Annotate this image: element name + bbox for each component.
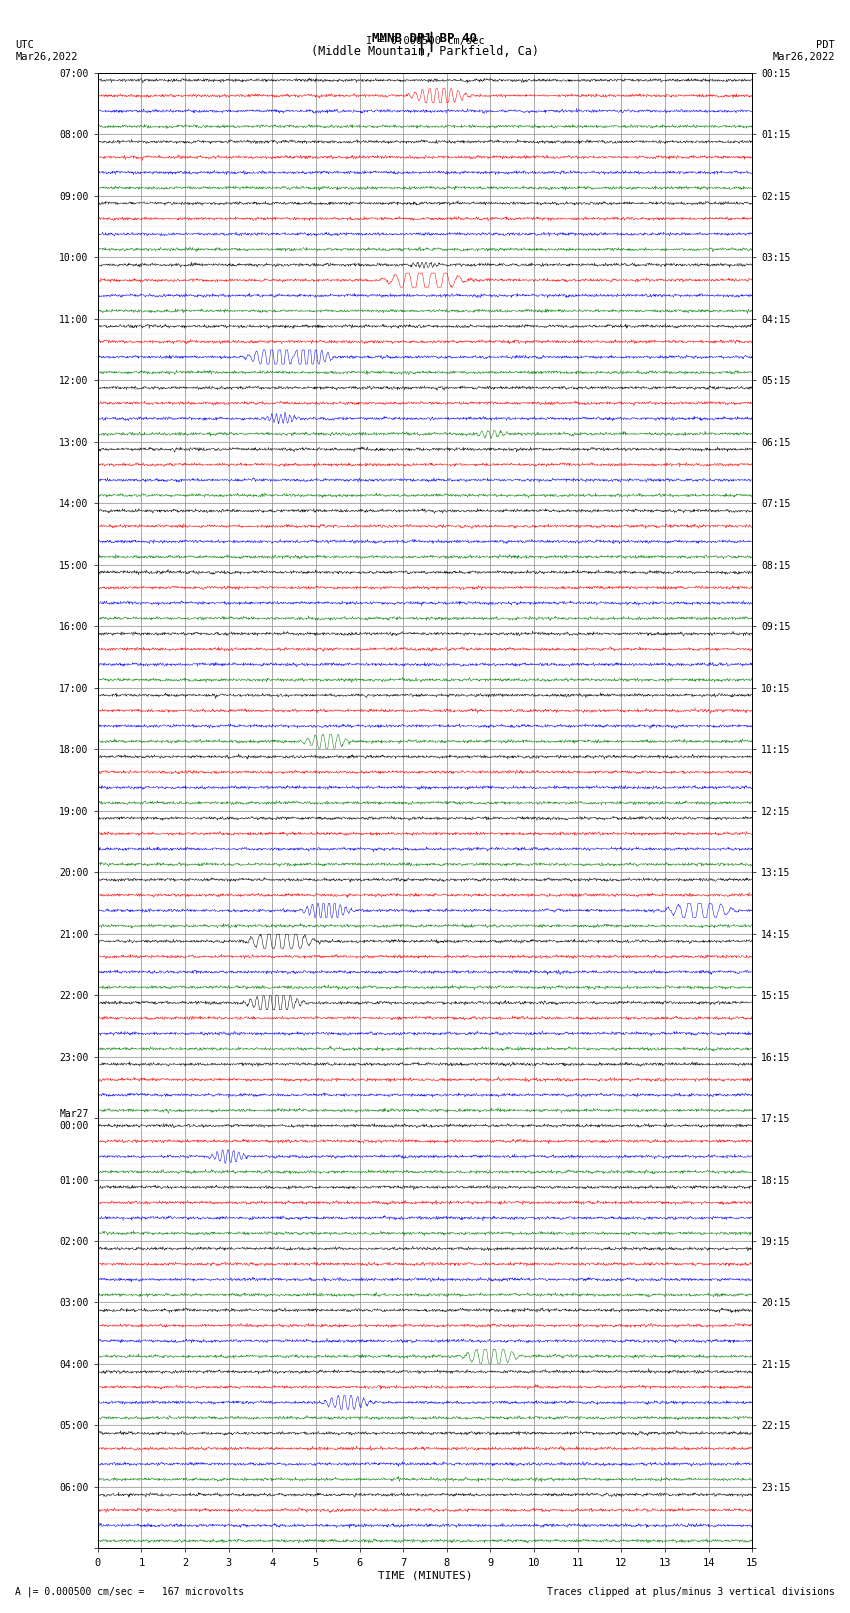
X-axis label: TIME (MINUTES): TIME (MINUTES) (377, 1571, 473, 1581)
Text: MMNB DP1 BP 40: MMNB DP1 BP 40 (372, 32, 478, 45)
Text: Mar26,2022: Mar26,2022 (15, 52, 78, 61)
Text: UTC: UTC (15, 40, 34, 50)
Text: PDT: PDT (816, 40, 835, 50)
Text: A |= 0.000500 cm/sec =   167 microvolts: A |= 0.000500 cm/sec = 167 microvolts (15, 1586, 245, 1597)
Text: Mar26,2022: Mar26,2022 (772, 52, 835, 61)
Text: Traces clipped at plus/minus 3 vertical divisions: Traces clipped at plus/minus 3 vertical … (547, 1587, 835, 1597)
Text: I = 0.000500 cm/sec: I = 0.000500 cm/sec (366, 35, 484, 47)
Text: (Middle Mountain, Parkfield, Ca): (Middle Mountain, Parkfield, Ca) (311, 45, 539, 58)
